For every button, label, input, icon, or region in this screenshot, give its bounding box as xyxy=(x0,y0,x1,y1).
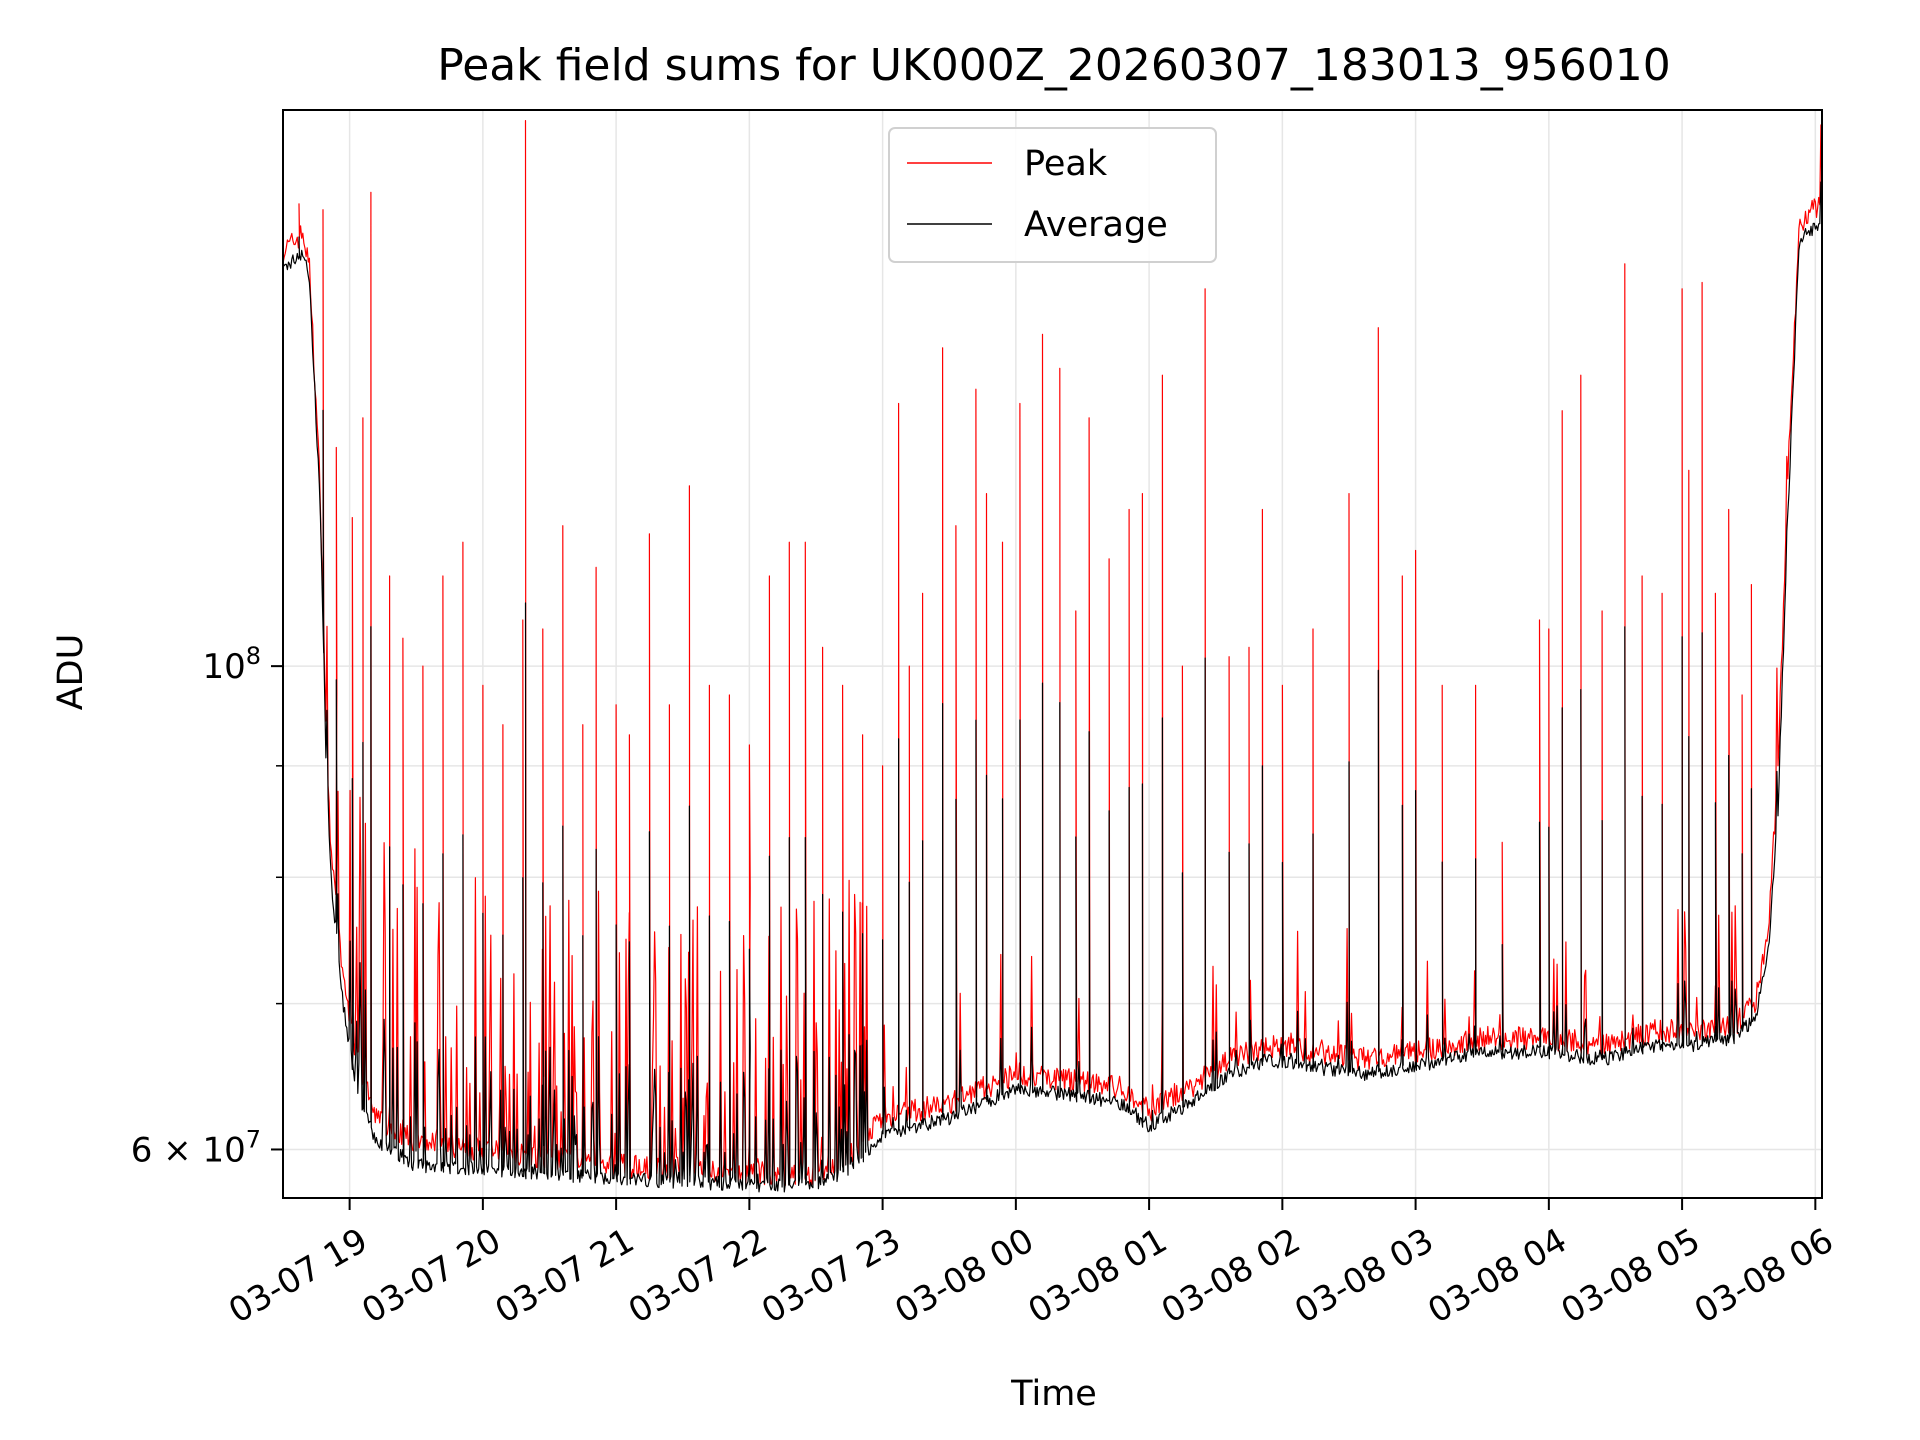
x-axis-label: Time xyxy=(1010,1374,1097,1414)
series-layer xyxy=(283,120,1822,1193)
plot-frame xyxy=(282,109,1823,1199)
legend: Peak Average xyxy=(888,127,1217,263)
y-axis-label: ADU xyxy=(51,634,91,711)
y-axis-ticks: 6 × 107 108 xyxy=(131,642,283,1170)
chart-title: Peak field sums for UK000Z_20260307_1830… xyxy=(437,40,1671,91)
y-tick-label: 6 × 107 xyxy=(131,1125,261,1170)
legend-box xyxy=(888,127,1217,263)
series-line-average xyxy=(283,181,1822,1193)
y-tick-label: 108 xyxy=(202,642,261,687)
legend-label-average: Average xyxy=(1024,205,1168,245)
legend-label-peak: Peak xyxy=(1024,144,1108,184)
